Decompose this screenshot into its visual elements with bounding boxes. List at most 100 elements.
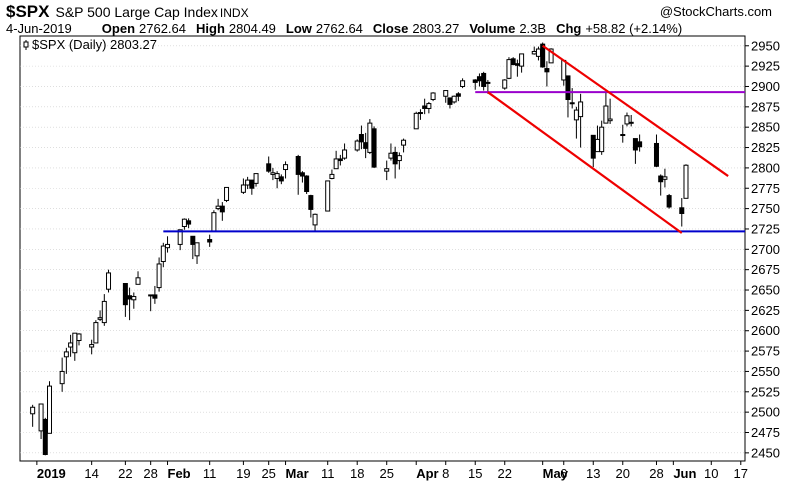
candle-down — [472, 79, 478, 83]
candle-up — [413, 112, 419, 130]
candle-down — [363, 142, 369, 149]
candle-up — [333, 158, 339, 170]
candle-up — [253, 173, 259, 184]
high-value: 2804.49 — [228, 21, 276, 36]
candle-up — [177, 229, 183, 245]
legend-label: $SPX (Daily) 2803.27 — [32, 37, 157, 52]
x-tick-label: 22 — [118, 466, 132, 481]
y-tick-label: 2725 — [751, 221, 780, 236]
x-tick-label: Feb — [168, 466, 191, 481]
candle-up — [93, 322, 99, 344]
high-label: High — [196, 21, 225, 36]
y-tick-label: 2600 — [751, 323, 780, 338]
candle-up — [270, 172, 276, 175]
candle-down — [219, 205, 225, 213]
candle-down — [122, 283, 128, 306]
candle-up — [325, 180, 331, 212]
y-tick-label: 2450 — [751, 445, 780, 460]
candle-up — [160, 245, 166, 263]
candle-up — [274, 173, 280, 179]
candle-up — [531, 50, 537, 55]
candle-up — [38, 403, 44, 432]
candle-up — [506, 59, 512, 79]
stockcharts-watermark: @StockCharts.com — [659, 4, 772, 19]
candle-up — [548, 48, 554, 64]
candle-down — [637, 141, 643, 148]
low-label: Low — [285, 21, 312, 36]
candle-up — [68, 342, 74, 348]
candle-up — [245, 179, 251, 186]
y-tick-label: 2500 — [751, 405, 780, 420]
candle-down — [371, 128, 377, 168]
y-tick-label: 2475 — [751, 425, 780, 440]
candle-up — [30, 406, 36, 415]
candle-up — [607, 118, 613, 122]
y-tick-label: 2750 — [751, 201, 780, 216]
candle-down — [481, 72, 487, 87]
legend-marker-body — [23, 41, 29, 48]
candle-up — [165, 243, 171, 249]
title-row: $SPX S&P 500 Large Cap Index INDX — [6, 2, 249, 22]
candle-down — [632, 138, 638, 151]
candle-up — [396, 155, 402, 162]
x-tick-label: 25 — [261, 466, 275, 481]
candle-down — [620, 134, 626, 137]
candle-up — [131, 296, 137, 301]
chg-value: +58.82 (+2.14%) — [585, 21, 683, 36]
y-tick-label: 2950 — [751, 38, 780, 53]
close-label: Close — [372, 21, 409, 36]
candle-down — [249, 179, 255, 189]
candle-up — [443, 90, 449, 97]
candle-up — [485, 81, 491, 84]
ticker-symbol: $SPX — [6, 2, 50, 21]
y-tick-label: 2825 — [751, 140, 780, 155]
chart-header: $SPX S&P 500 Large Cap Index INDX @StockCh… — [6, 2, 796, 36]
candle-up — [594, 138, 600, 153]
candle-up — [683, 164, 689, 199]
candle-up — [240, 184, 246, 193]
candle-down — [666, 195, 672, 208]
candle-down — [299, 172, 305, 177]
candle-up — [59, 370, 65, 385]
channel-lower-line — [487, 91, 683, 234]
close-value: 2803.27 — [412, 21, 460, 36]
candle-down — [148, 294, 154, 297]
candle-down — [417, 112, 423, 115]
x-tick-label: 10 — [704, 466, 718, 481]
candle-up — [215, 205, 221, 210]
quote-date: 4-Jun-2019 — [6, 21, 72, 36]
candle-down — [207, 239, 213, 243]
x-tick-label: 18 — [350, 466, 364, 481]
candle-down — [278, 176, 284, 182]
x-tick-label: Mar — [286, 466, 309, 481]
candle-up — [72, 332, 78, 354]
y-tick-label: 2900 — [751, 79, 780, 94]
candle-down — [565, 75, 571, 101]
candle-down — [590, 134, 596, 159]
candle-up — [97, 317, 103, 320]
x-tick-label: 11 — [321, 466, 335, 481]
x-tick-label: 17 — [734, 466, 748, 481]
candle-up — [101, 300, 107, 324]
y-tick-label: 2650 — [751, 283, 780, 298]
candle-up — [135, 277, 141, 285]
candle-up — [384, 168, 390, 172]
chart-legend: $SPX (Daily) 2803.27 — [23, 37, 157, 52]
chg-label: Chg — [556, 21, 582, 36]
candle-up — [342, 149, 348, 159]
candle-down — [476, 76, 482, 82]
x-tick-label: 28 — [143, 466, 157, 481]
x-tick-label: 11 — [203, 466, 217, 481]
candle-up — [211, 212, 217, 232]
y-tick-label: 2850 — [751, 120, 780, 135]
candle-up — [354, 140, 360, 151]
x-tick-label: 28 — [649, 466, 663, 481]
candle-up — [535, 48, 541, 57]
x-tick-label: 6 — [560, 466, 567, 481]
x-tick-label: 22 — [498, 466, 512, 481]
x-tick-label: 15 — [468, 466, 482, 481]
open-label: Open — [101, 21, 136, 36]
low-value: 2762.64 — [315, 21, 363, 36]
